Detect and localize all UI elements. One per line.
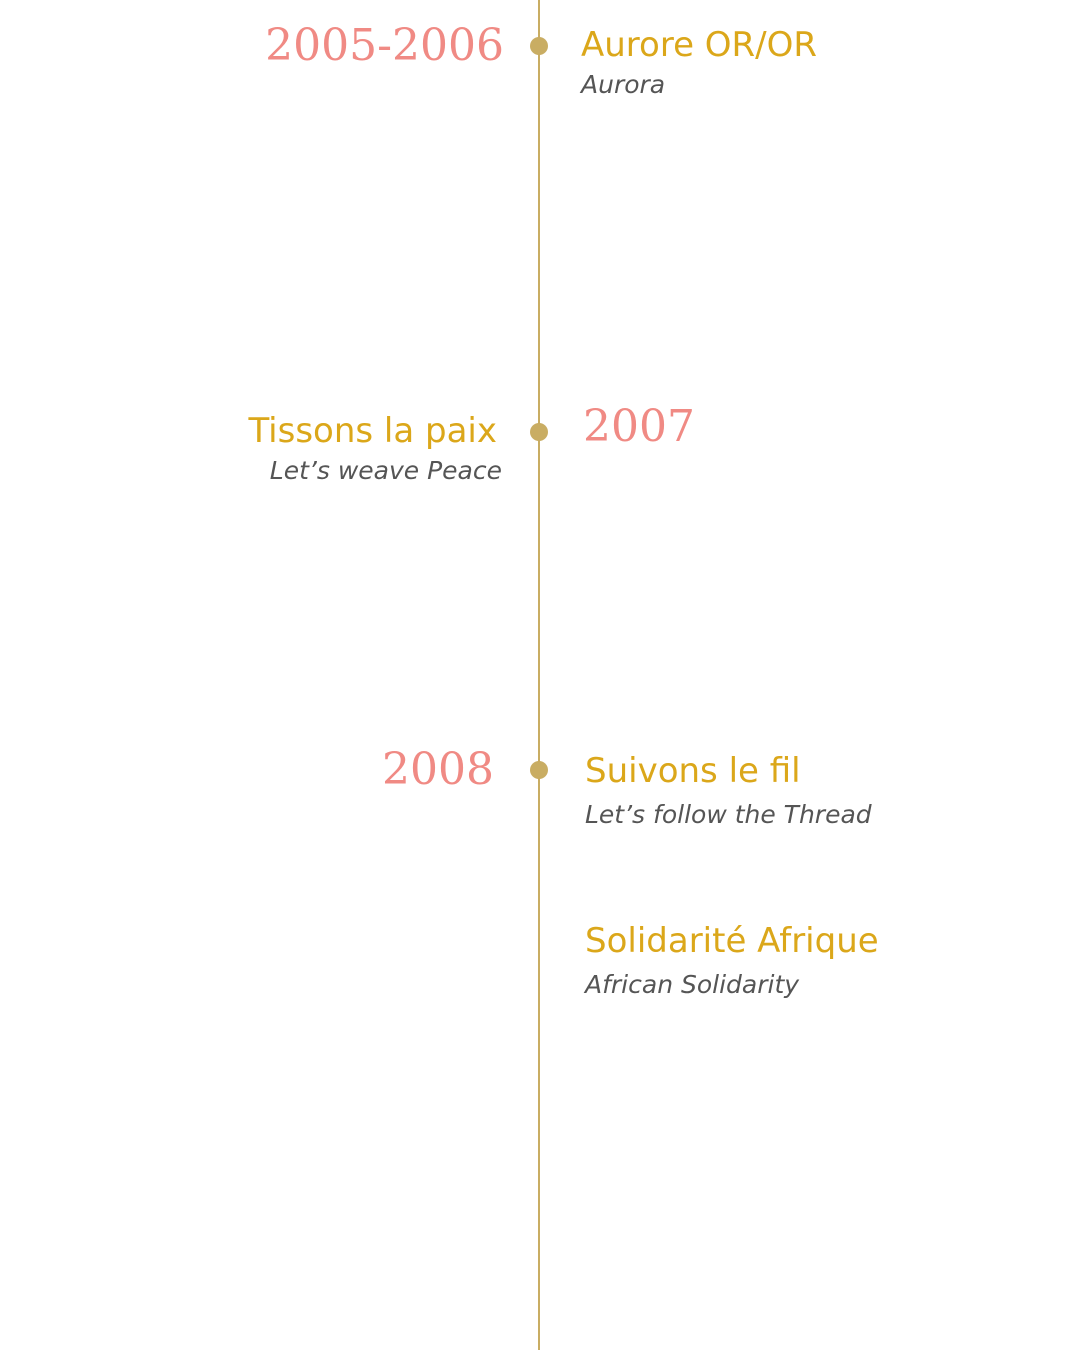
work-title: Aurore OR/OR xyxy=(581,25,818,65)
year: 2005-2006 xyxy=(265,20,504,71)
timeline-dot xyxy=(530,761,548,779)
work-subtitle: Let’s weave Peace xyxy=(269,456,502,485)
work-title: Solidarité Afrique xyxy=(585,921,879,961)
timeline-dot xyxy=(530,37,548,55)
year: 2007 xyxy=(583,401,695,452)
work-title: Suivons le fil xyxy=(585,751,801,791)
work-subtitle: African Solidarity xyxy=(585,970,800,999)
timeline-dot xyxy=(530,423,548,441)
work-title: Tissons la paix xyxy=(248,411,497,451)
work-subtitle: Let’s follow the Thread xyxy=(585,800,872,829)
timeline-line xyxy=(538,0,540,1350)
work-subtitle: Aurora xyxy=(581,70,666,99)
year: 2008 xyxy=(382,744,494,795)
